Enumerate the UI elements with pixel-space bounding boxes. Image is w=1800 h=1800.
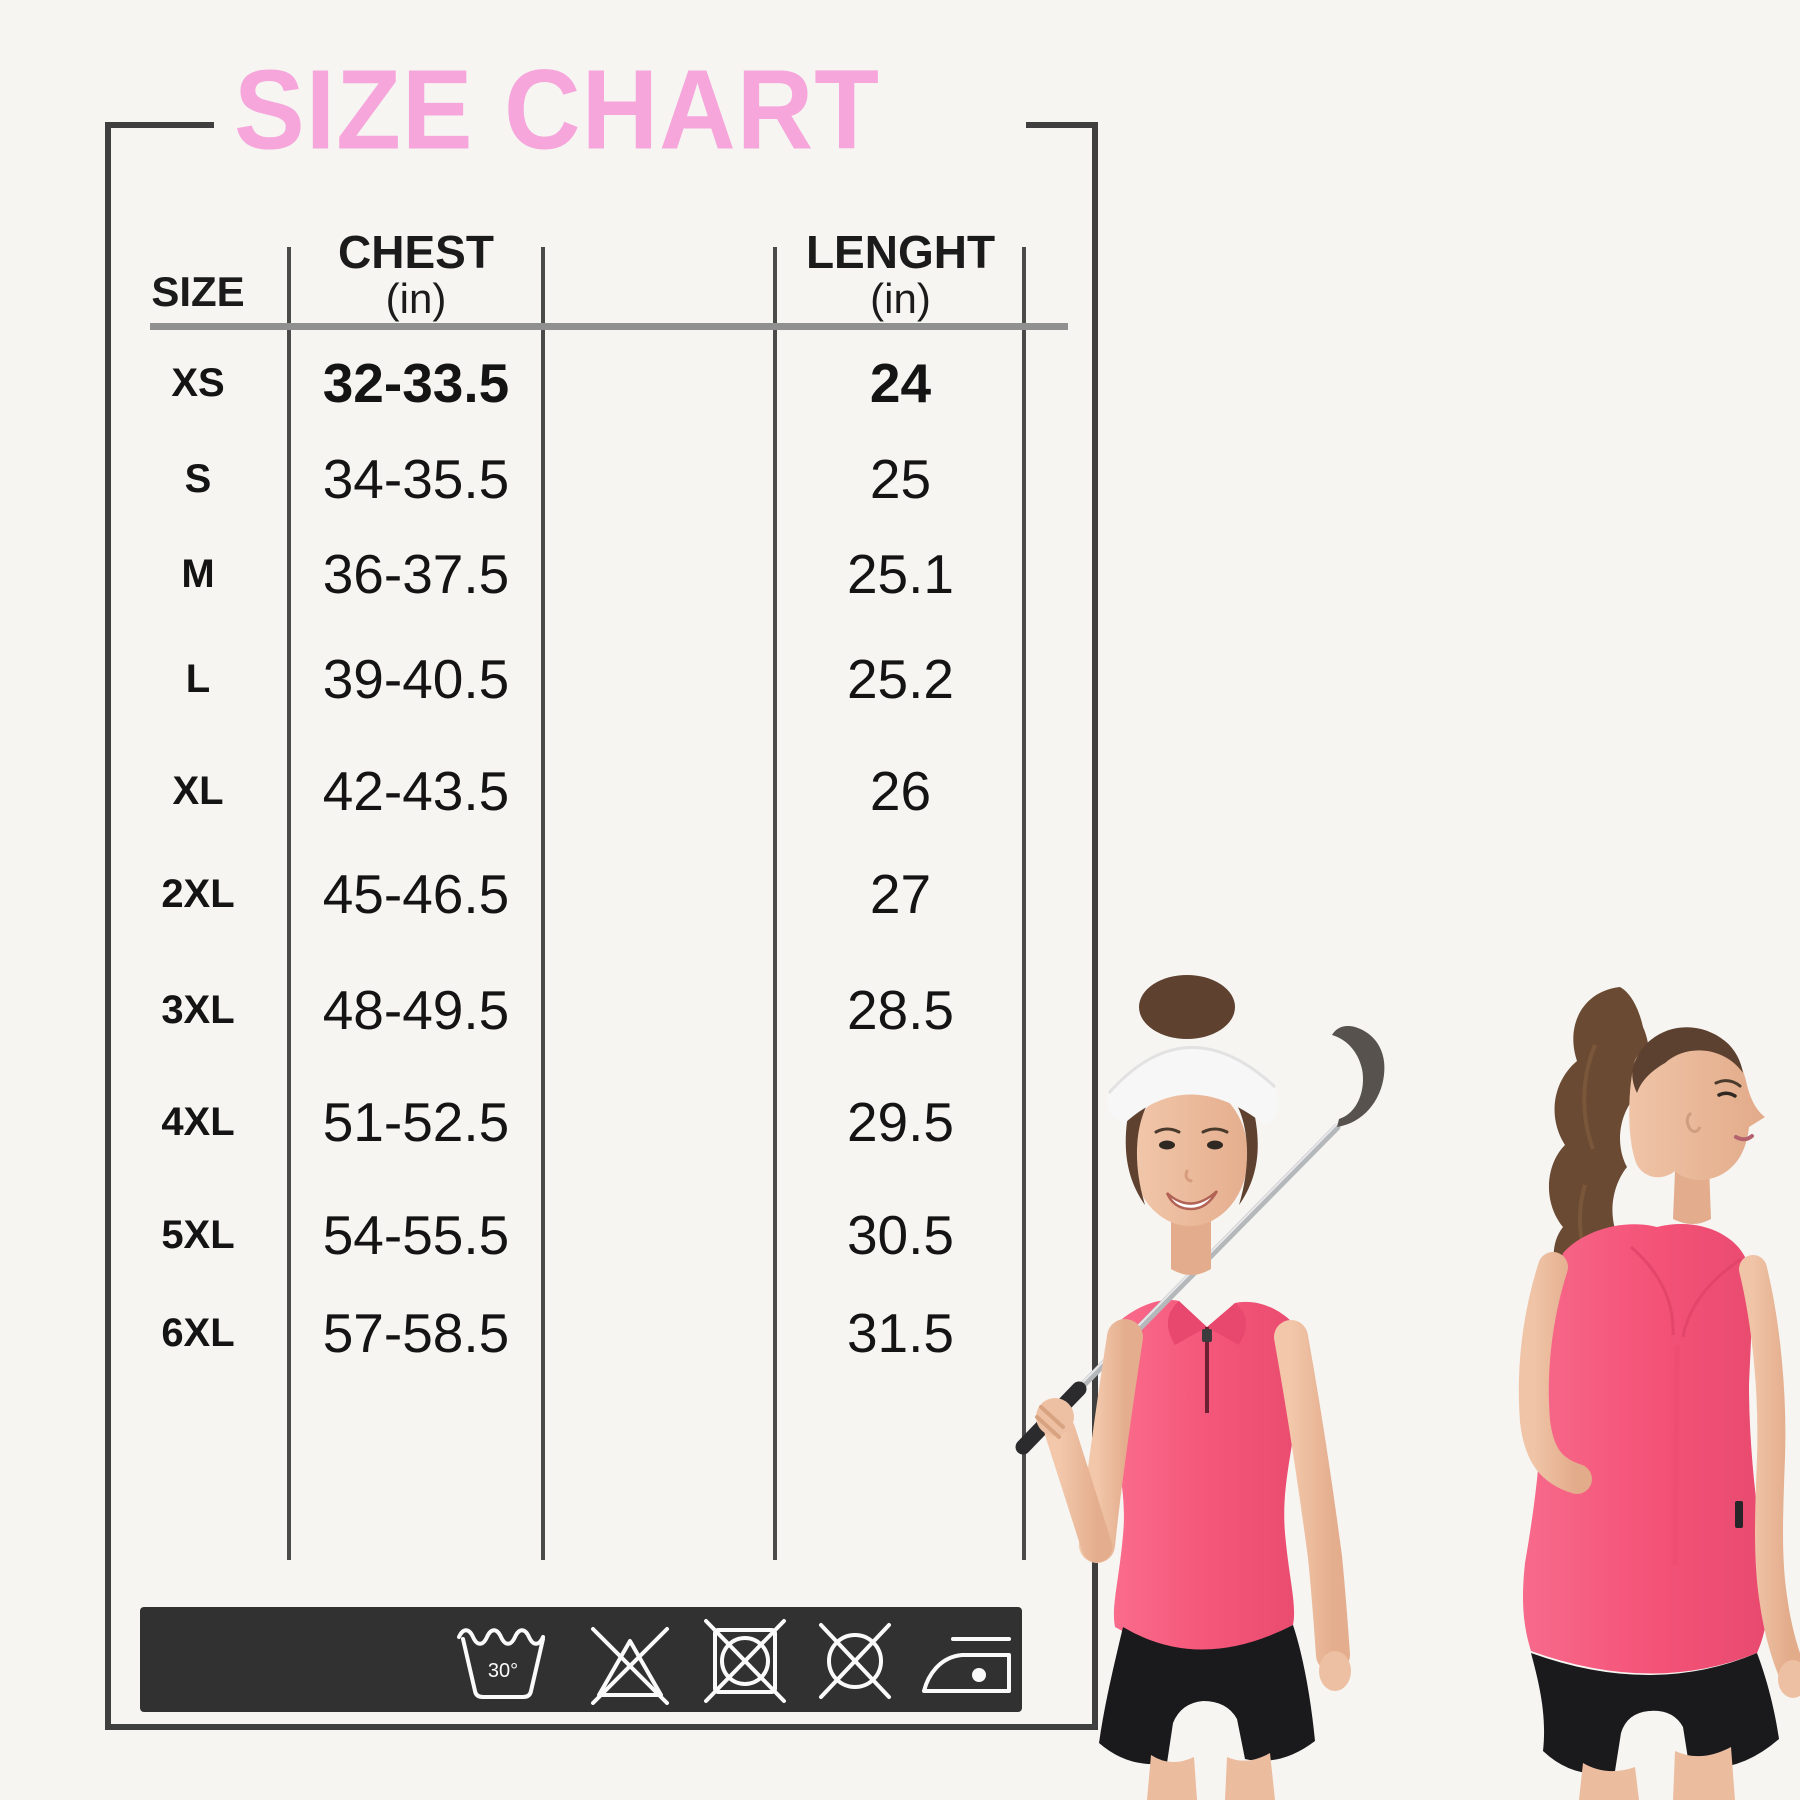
chest-cell: 34-35.5 [322,448,510,510]
zipper-pull [1202,1329,1212,1342]
table-row: 6XL 57-58.5 31.5 [0,1293,1100,1373]
front-model-shorts [1099,1625,1315,1765]
length-cell: 29.5 [846,1091,955,1153]
header-length-unit: (in) [870,275,931,322]
model-front-view [1015,975,1385,1800]
table-row: 4XL 51-52.5 29.5 [0,1082,1100,1162]
chest-cell: 57-58.5 [322,1302,510,1364]
size-cell: L [185,657,211,701]
length-cell: 30.5 [846,1204,955,1266]
length-cell: 26 [869,760,932,822]
eyebrow [1714,1079,1742,1088]
front-model-legs [1147,1753,1275,1800]
front-model-head [1107,1045,1279,1226]
ear [1685,1111,1702,1134]
front-model-hair-bun [1139,975,1235,1039]
length-cell: 31.5 [846,1302,955,1364]
collar-left [1167,1301,1207,1345]
size-cell: 6XL [161,1311,235,1355]
eyebrow [1201,1127,1229,1134]
collar-right [1207,1303,1247,1345]
table-row: 3XL 48-49.5 28.5 [0,970,1100,1050]
length-cell: 25 [869,448,932,510]
title-mask [214,114,1026,136]
table-row: 2XL 45-46.5 27 [0,854,1100,934]
eyebrow [1154,1127,1181,1134]
page-title: SIZE CHART [234,47,880,174]
back-model-hair [1632,1027,1743,1093]
size-cell: 4XL [161,1100,235,1144]
wash-temp-label: 30° [488,1660,518,1682]
do-not-tumble-dry-icon [704,1619,786,1703]
size-cell: S [184,457,212,501]
chest-cell: 32-33.5 [322,352,510,414]
front-model-visor [1107,1045,1279,1125]
size-cell: 5XL [161,1213,235,1257]
header-length: LENGHT (in) [777,228,1024,322]
chest-cell: 54-55.5 [322,1204,510,1266]
column-separator [541,247,545,1560]
iron-icon [922,1637,1011,1693]
table-row: L 39-40.5 25.2 [0,639,1100,719]
size-cell: 2XL [161,872,235,916]
header-underline [150,323,1068,330]
table-row: XL 42-43.5 26 [0,751,1100,831]
eye [1717,1091,1737,1098]
length-cell: 25.2 [846,648,955,710]
do-not-bleach-icon [591,1627,669,1705]
back-model-hand [1778,1660,1800,1698]
back-model-legs [1579,1747,1735,1800]
table-row: XS 32-33.5 24 [0,343,1100,423]
chest-cell: 51-52.5 [322,1091,510,1153]
front-model-hand [1036,1398,1074,1436]
back-model-shorts [1531,1653,1779,1774]
column-separator [287,247,291,1560]
chest-cell: 42-43.5 [322,760,510,822]
do-not-dry-clean-icon [819,1623,891,1699]
eye [1159,1140,1175,1150]
table-row: S 34-35.5 25 [0,439,1100,519]
header-length-label: LENGHT [805,226,996,278]
header-chest-unit: (in) [385,275,447,322]
size-cell: 3XL [161,988,235,1032]
chest-cell: 36-37.5 [322,543,510,605]
front-model-arms [1035,1319,1351,1691]
chest-cell: 39-40.5 [322,648,510,710]
nose [1184,1169,1193,1183]
machine-wash-30-icon: 30° [457,1628,545,1699]
size-cell: XL [172,769,224,813]
zip-placket [1205,1327,1209,1413]
back-model-top [1523,1223,1768,1674]
size-cell: XS [171,361,225,405]
chest-cell: 48-49.5 [322,979,510,1041]
care-instructions-bar [140,1607,1022,1712]
smile [1734,1134,1754,1142]
size-cell: M [181,552,215,596]
front-model-hand [1319,1651,1351,1691]
model-back-view [1518,987,1800,1800]
length-cell: 27 [869,863,932,925]
front-model-neck [1171,1217,1211,1275]
column-separator [773,247,777,1560]
header-size: SIZE [151,268,245,315]
chest-cell: 45-46.5 [322,863,510,925]
back-model-arms [1518,1252,1800,1683]
table-row: M 36-37.5 25.1 [0,534,1100,614]
smile [1165,1190,1219,1211]
back-model-head [1629,1027,1765,1180]
eye [1207,1140,1223,1150]
length-cell: 28.5 [846,979,955,1041]
length-cell: 24 [869,352,932,414]
header-chest-label: CHEST [338,226,494,278]
column-separator [1022,247,1026,1560]
length-cell: 25.1 [846,543,955,605]
front-model-top [1108,1300,1299,1651]
table-row: 5XL 54-55.5 30.5 [0,1195,1100,1275]
club-head [1332,1025,1385,1127]
header-chest: CHEST (in) [290,228,542,322]
side-zip-tag [1735,1501,1743,1528]
